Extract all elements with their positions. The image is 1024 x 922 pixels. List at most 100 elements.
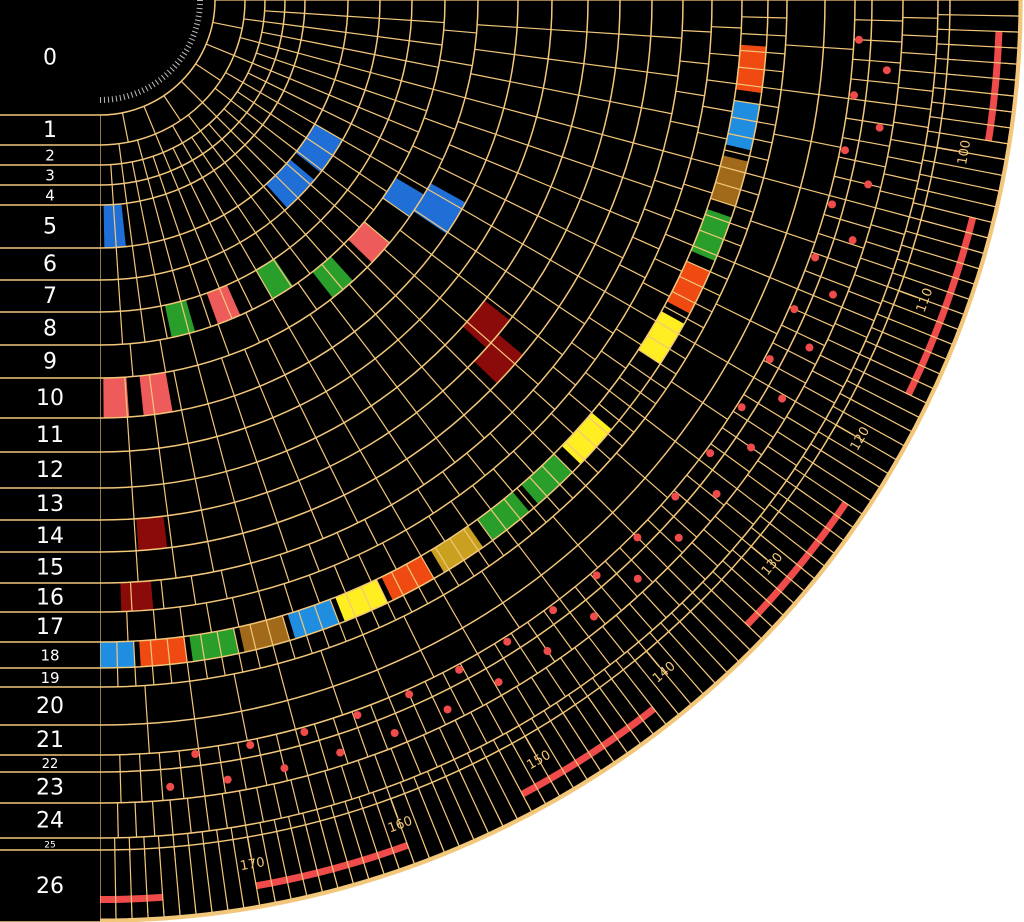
ring-division (307, 775, 318, 810)
ring-number[interactable]: 20 (36, 694, 64, 719)
ring-number[interactable]: 24 (36, 809, 64, 834)
ring-number[interactable]: 18 (40, 647, 59, 665)
ring-division (702, 105, 733, 113)
ring-division (309, 313, 333, 348)
ring-division (865, 240, 900, 253)
ring-division (490, 508, 508, 531)
ring-division (308, 544, 320, 572)
ring-division (197, 748, 202, 766)
ring-division (442, 672, 452, 689)
ring-division (750, 220, 787, 234)
ring-number[interactable]: 4 (45, 187, 55, 205)
ring-number[interactable]: 22 (42, 757, 59, 772)
ring-division (358, 554, 372, 583)
ring-division (207, 403, 218, 437)
ring-number[interactable]: 3 (45, 167, 55, 185)
ring-division (289, 247, 311, 275)
ring-division (485, 668, 503, 696)
ring-number[interactable]: 1 (43, 118, 57, 143)
outer-tick (257, 893, 261, 907)
degree-major-tick (645, 650, 660, 667)
ring-number[interactable]: 9 (43, 350, 57, 375)
ring-division (692, 245, 718, 257)
ring-division (375, 579, 389, 604)
degree-tick (173, 846, 176, 861)
ring-division (242, 81, 261, 94)
ring-division (552, 366, 576, 386)
ring-division (305, 137, 334, 157)
ring-division (439, 297, 468, 323)
ring-division (152, 609, 157, 640)
ring-number[interactable]: 17 (36, 615, 64, 640)
marker-dot (828, 290, 837, 299)
ring-division (509, 80, 544, 89)
ring-division (909, 216, 922, 221)
ring-division (221, 656, 226, 676)
ring-division (120, 163, 125, 184)
ring-division (158, 174, 167, 195)
degree-label: 170 (239, 855, 266, 874)
ring-division (527, 621, 538, 637)
ring-cell (638, 311, 685, 364)
ring-number[interactable]: 21 (36, 728, 64, 753)
ring-division (935, 57, 948, 60)
ring-number[interactable]: 5 (43, 215, 57, 240)
ring-division (180, 409, 189, 444)
ring-number[interactable]: 25 (44, 841, 55, 851)
ring-cell (474, 334, 523, 384)
ring-division (245, 312, 261, 343)
ring-division (281, 615, 291, 641)
outer-tick (804, 570, 816, 580)
ring-division (305, 635, 313, 654)
ring-division (163, 95, 182, 121)
outer-tick (658, 714, 667, 726)
ring-division (679, 554, 706, 580)
ring-number[interactable]: 11 (36, 423, 64, 448)
ring-division (825, 418, 837, 426)
ring-division (466, 321, 492, 344)
ring-number[interactable]: 0 (43, 46, 57, 71)
ring-division (540, 574, 561, 600)
ring-number[interactable]: 23 (36, 776, 64, 801)
outer-tick (225, 898, 229, 912)
ring-division (143, 106, 157, 135)
ring-division (194, 228, 208, 259)
ring-division (644, 417, 676, 442)
ring-division (332, 686, 344, 716)
degree-tick (893, 304, 902, 308)
ring-number[interactable]: 19 (40, 669, 59, 687)
ring-number[interactable]: 8 (43, 317, 57, 342)
degree-tick (828, 437, 836, 443)
ring-division (180, 80, 203, 103)
ring-number[interactable]: 26 (36, 874, 64, 899)
degree-tick (657, 641, 664, 648)
ring-division (511, 411, 534, 434)
ring-number[interactable]: 2 (45, 147, 55, 165)
ring-number[interactable]: 7 (43, 284, 57, 309)
ring-division (131, 245, 138, 278)
ring-number[interactable]: 13 (36, 492, 64, 517)
ring-division (818, 94, 849, 100)
ring-division (711, 26, 742, 29)
ring-number[interactable]: 14 (36, 524, 64, 549)
ring-division (757, 460, 787, 482)
ring-division (123, 183, 128, 204)
ring-number[interactable]: 6 (43, 252, 57, 277)
ring-number[interactable]: 16 (36, 586, 64, 611)
ring-division (513, 450, 535, 474)
degree-tick (934, 161, 943, 165)
ring-number[interactable]: 15 (36, 556, 64, 581)
ring-division (216, 631, 223, 657)
ring-division (390, 571, 404, 596)
ring-division (553, 624, 573, 650)
ring-number[interactable]: 12 (36, 458, 64, 483)
degree-tick (611, 678, 617, 686)
ring-division (514, 53, 549, 60)
ring-division (588, 317, 614, 334)
ring-division (692, 592, 702, 602)
ring-division (500, 695, 520, 727)
ring-number[interactable]: 10 (36, 386, 64, 411)
ring-division (124, 377, 128, 418)
ring-division (255, 232, 274, 260)
